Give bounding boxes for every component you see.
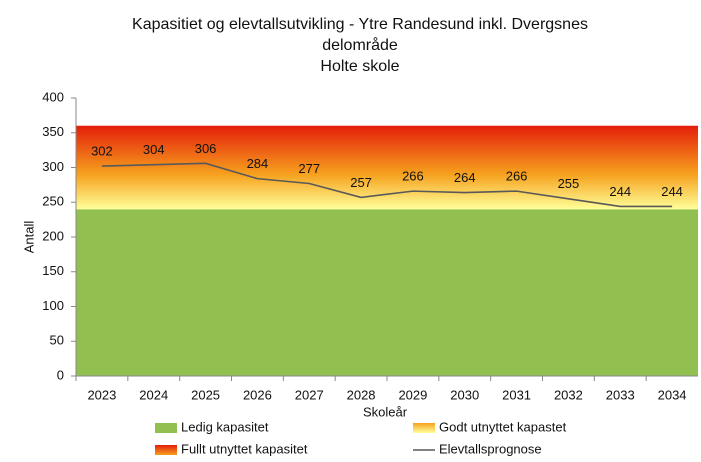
y-tick-label: 400 xyxy=(42,89,64,104)
y-tick-label: 350 xyxy=(42,124,64,139)
x-axis-label: Skoleår xyxy=(363,404,408,419)
data-label: 266 xyxy=(402,169,424,184)
line xyxy=(101,162,673,208)
y-tick-label: 100 xyxy=(42,298,64,313)
x-tick-label: 2033 xyxy=(606,387,635,402)
data-label: 284 xyxy=(247,156,269,171)
x-tick-label: 2024 xyxy=(139,387,168,402)
legend-swatch xyxy=(155,445,177,455)
data-label: 306 xyxy=(195,141,217,156)
data-label: 264 xyxy=(454,170,476,185)
y-axis-label: Antall xyxy=(21,221,36,254)
data-label: 266 xyxy=(506,169,528,184)
x-tick-label: 2027 xyxy=(295,387,324,402)
legend-label: Godt utnyttet kapastet xyxy=(439,419,567,434)
x-tick-label: 2030 xyxy=(450,387,479,402)
x-tick-label: 2032 xyxy=(554,387,583,402)
y-tick-label: 200 xyxy=(42,228,64,243)
y-tick-label: 300 xyxy=(42,159,64,174)
y-tick-label: 0 xyxy=(57,367,64,382)
x-tick-label: 2028 xyxy=(347,387,376,402)
legend-swatch xyxy=(155,423,177,433)
y-tick-label: 250 xyxy=(42,194,64,209)
data-label: 244 xyxy=(661,184,683,199)
data-label: 244 xyxy=(609,184,631,199)
chart-subtitle: Holte skole xyxy=(320,58,400,75)
data-label: 302 xyxy=(91,144,113,159)
legend-label: Ledig kapasitet xyxy=(181,419,269,434)
area xyxy=(76,174,698,210)
legend-swatch xyxy=(413,423,435,433)
x-tick-label: 2034 xyxy=(658,387,687,402)
y-tick-label: 150 xyxy=(42,263,64,278)
data-label: 257 xyxy=(350,175,372,190)
x-tick-label: 2025 xyxy=(191,387,220,402)
titles: Kapasitiet og elevtallsutvikling - Ytre … xyxy=(110,14,610,77)
x-tick-label: 2031 xyxy=(502,387,531,402)
x-tick-label: 2023 xyxy=(87,387,116,402)
data-label: 255 xyxy=(558,176,580,191)
data-label: 304 xyxy=(143,142,165,157)
x-tick-label: 2026 xyxy=(243,387,272,402)
chart-title: Kapasitiet og elevtallsutvikling - Ytre … xyxy=(132,16,588,54)
legend-label: Fullt utnyttet kapasitet xyxy=(181,441,308,456)
legend-label: Elevtallsprognose xyxy=(439,441,542,456)
x-tick-label: 2029 xyxy=(398,387,427,402)
area xyxy=(76,125,698,175)
y-tick-label: 50 xyxy=(50,333,64,348)
area xyxy=(76,209,698,376)
data-label: 277 xyxy=(298,161,320,176)
